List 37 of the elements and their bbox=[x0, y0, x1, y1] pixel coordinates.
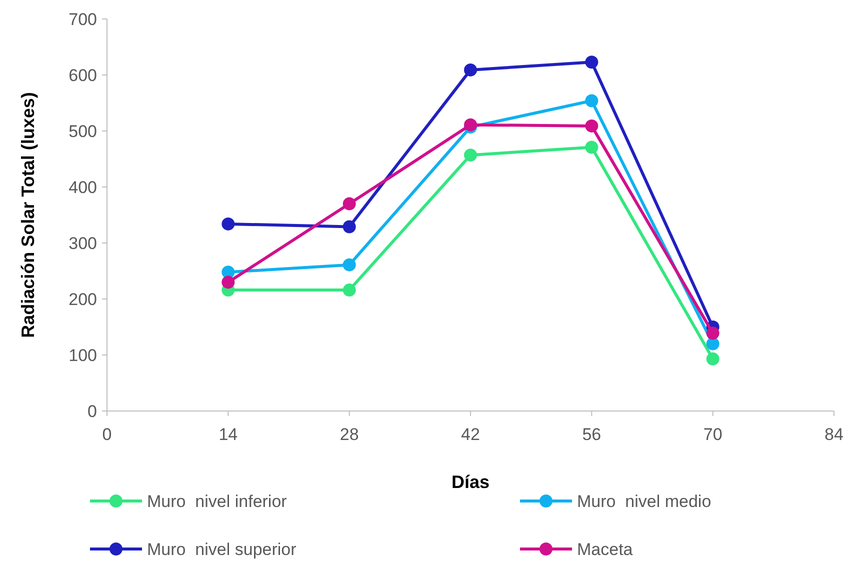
point bbox=[342, 197, 356, 210]
point bbox=[464, 63, 477, 76]
point bbox=[706, 352, 720, 366]
x-tick-label: 14 bbox=[218, 425, 238, 444]
y-tick-label: 700 bbox=[68, 10, 97, 29]
x-tick-label: 28 bbox=[340, 425, 359, 444]
point bbox=[706, 337, 720, 350]
point bbox=[585, 140, 598, 154]
point bbox=[706, 326, 720, 340]
x-axis-title: Días bbox=[451, 472, 490, 492]
legend-label: Maceta bbox=[577, 540, 634, 559]
point bbox=[464, 148, 477, 162]
point bbox=[342, 220, 356, 234]
legend-label: Muro nivel inferior bbox=[147, 492, 288, 511]
x-tick-label: 84 bbox=[824, 425, 844, 444]
y-axis-title: Radiación Solar Total (luxes) bbox=[18, 92, 38, 338]
y-tick-label: 400 bbox=[68, 178, 97, 197]
x-tick-label: 56 bbox=[582, 425, 602, 444]
point bbox=[342, 258, 356, 272]
y-tick-label: 300 bbox=[68, 234, 97, 253]
point bbox=[342, 284, 356, 297]
y-tick-label: 200 bbox=[68, 290, 97, 309]
y-tick-label: 0 bbox=[88, 402, 97, 421]
x-tick-label: 42 bbox=[461, 425, 480, 444]
point bbox=[464, 118, 477, 132]
legend-label: Muro nivel superior bbox=[147, 540, 297, 559]
y-tick-label: 100 bbox=[68, 346, 97, 365]
point bbox=[585, 94, 598, 108]
point bbox=[585, 56, 598, 69]
legend-label: Muro nivel medio bbox=[577, 492, 712, 511]
point bbox=[222, 276, 235, 289]
point bbox=[585, 119, 598, 132]
y-tick-label: 500 bbox=[68, 122, 97, 141]
x-tick-label: 70 bbox=[703, 425, 722, 444]
x-tick-label: 0 bbox=[102, 425, 112, 444]
point bbox=[222, 217, 235, 230]
y-tick-label: 600 bbox=[68, 66, 97, 85]
